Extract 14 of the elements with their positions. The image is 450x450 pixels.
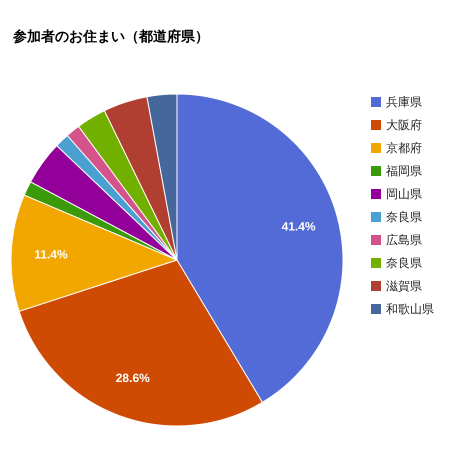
legend-label: 広島県 — [386, 233, 422, 247]
legend-label: 岡山県 — [386, 187, 422, 201]
legend-label: 福岡県 — [386, 164, 422, 178]
data-label: 11.4% — [34, 247, 68, 262]
data-label: 28.6% — [116, 371, 150, 386]
legend-label: 京都府 — [386, 141, 422, 155]
legend-label: 兵庫県 — [386, 95, 422, 109]
legend-label: 奈良県 — [386, 256, 422, 270]
legend-label: 和歌山県 — [386, 302, 434, 316]
data-label: 41.4% — [282, 219, 316, 234]
chart-title: 参加者のお住まい（都道府県） — [12, 28, 209, 44]
legend-label: 滋賀県 — [386, 279, 422, 293]
legend-label: 奈良県 — [386, 210, 422, 224]
legend-label: 大阪府 — [386, 118, 422, 132]
